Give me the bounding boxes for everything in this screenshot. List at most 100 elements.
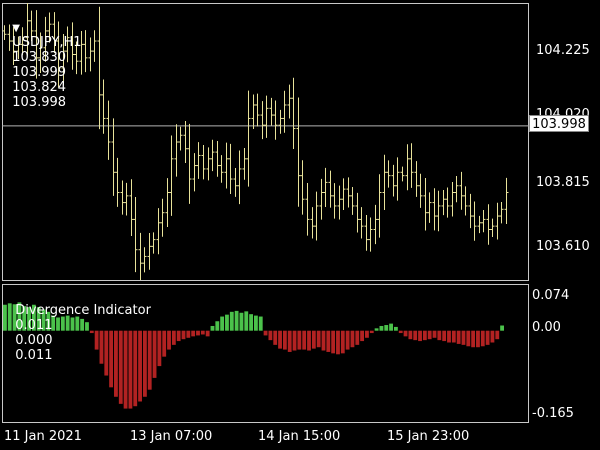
histogram-bar — [244, 311, 249, 331]
histogram-bar — [94, 330, 99, 350]
histogram-bar — [369, 330, 374, 334]
histogram-bar — [142, 330, 147, 397]
histogram-bar — [147, 330, 152, 390]
histogram-bar — [360, 330, 365, 342]
histogram-bar — [225, 314, 229, 331]
dropdown-triangle-icon[interactable]: ▼ — [12, 23, 20, 34]
histogram-bar — [282, 330, 287, 350]
histogram-bar — [307, 330, 311, 351]
indicator-name: Divergence Indicator — [15, 303, 151, 318]
histogram-bar — [340, 330, 345, 354]
histogram-bar — [196, 330, 200, 336]
histogram-bar — [311, 330, 316, 349]
histogram-bar — [316, 330, 321, 348]
histogram-bar — [321, 330, 326, 351]
histogram-bar — [258, 316, 263, 331]
histogram-bar — [273, 330, 278, 345]
histogram-bar — [99, 330, 104, 364]
histogram-bar — [413, 330, 418, 341]
histogram-bar — [191, 330, 196, 337]
price-tick-label: 104.225 — [536, 43, 590, 58]
histogram-bar — [36, 307, 41, 331]
histogram-bar — [393, 326, 398, 331]
histogram-bar — [200, 330, 205, 335]
histogram-bar — [220, 316, 225, 331]
histogram-bar — [379, 325, 384, 331]
symbol-title: ▼ USDJPY,H1 103.830 103.999 103.824 103.… — [4, 5, 82, 110]
histogram-bar — [355, 330, 360, 345]
date-tick-label: 11 Jan 2021 — [4, 429, 82, 444]
histogram-bar — [500, 325, 504, 331]
high-value: 103.999 — [12, 65, 67, 80]
histogram-bar — [104, 330, 109, 376]
histogram-bar — [490, 330, 495, 343]
histogram-bar — [70, 317, 75, 331]
histogram-bar — [437, 330, 442, 341]
histogram-bar — [46, 311, 51, 331]
histogram-bar — [398, 330, 403, 334]
histogram-bar — [418, 330, 422, 342]
price-chart-pane[interactable] — [2, 3, 529, 281]
open-value: 103.830 — [12, 50, 67, 65]
histogram-bar — [27, 307, 31, 331]
date-tick-label: 14 Jan 15:00 — [258, 429, 341, 444]
indicator-title: Divergence Indicator 0.011 0.000 0.011 — [7, 288, 151, 363]
indicator-value-2: 0.000 — [15, 333, 53, 348]
indicator-pane[interactable] — [2, 284, 529, 423]
histogram-bar — [254, 315, 258, 331]
histogram-bar — [287, 330, 292, 352]
histogram-bar — [292, 330, 297, 351]
histogram-bar — [229, 311, 234, 331]
histogram-bar — [408, 330, 413, 340]
histogram-bar — [384, 325, 389, 331]
histogram-bar — [456, 330, 461, 344]
histogram-bar — [278, 330, 282, 349]
histogram-bar — [485, 330, 490, 345]
histogram-bar — [162, 330, 167, 357]
indicator-tick-label: 0.00 — [532, 320, 561, 335]
histogram-bar — [17, 302, 22, 331]
histogram-bar — [476, 330, 480, 348]
histogram-bar — [297, 330, 302, 350]
histogram-bar — [345, 330, 350, 350]
indicator-value-1: 0.011 — [15, 318, 53, 333]
histogram-bar — [422, 330, 427, 341]
indicator-tick-label: 0.074 — [532, 288, 570, 303]
histogram-bar — [466, 330, 471, 347]
histogram-bar — [336, 330, 340, 355]
histogram-bar — [403, 330, 408, 337]
histogram-bar — [181, 330, 186, 340]
histogram-bar — [350, 330, 355, 348]
histogram-bar — [123, 330, 128, 409]
symbol-name: USDJPY,H1 — [12, 35, 82, 50]
histogram-bar — [138, 330, 142, 402]
histogram-bar — [447, 330, 451, 343]
histogram-bar — [480, 330, 485, 347]
histogram-bar — [495, 330, 500, 340]
histogram-bar — [210, 325, 215, 331]
histogram-bar — [60, 316, 65, 331]
histogram-bar — [80, 318, 85, 331]
histogram-bar — [22, 306, 27, 331]
price-tick-label: 103.815 — [536, 175, 590, 190]
histogram-bar — [75, 316, 80, 331]
histogram-bar — [326, 330, 331, 352]
histogram-bar — [451, 330, 456, 343]
histogram-bar — [263, 330, 268, 336]
histogram-bar — [152, 330, 157, 378]
histogram-bar — [65, 315, 70, 331]
histogram-bar — [461, 330, 466, 345]
histogram-bar — [157, 330, 162, 367]
histogram-bar — [41, 309, 46, 331]
histogram-bar — [268, 330, 273, 341]
indicator-tick-label: -0.165 — [532, 406, 574, 421]
histogram-bar — [89, 330, 94, 334]
histogram-bar — [471, 330, 476, 348]
histogram-bar — [133, 330, 138, 407]
histogram-bar — [432, 330, 437, 338]
histogram-bar — [215, 321, 220, 331]
histogram-bar — [427, 330, 432, 340]
histogram-bar — [442, 330, 447, 342]
histogram-bar — [302, 330, 307, 350]
